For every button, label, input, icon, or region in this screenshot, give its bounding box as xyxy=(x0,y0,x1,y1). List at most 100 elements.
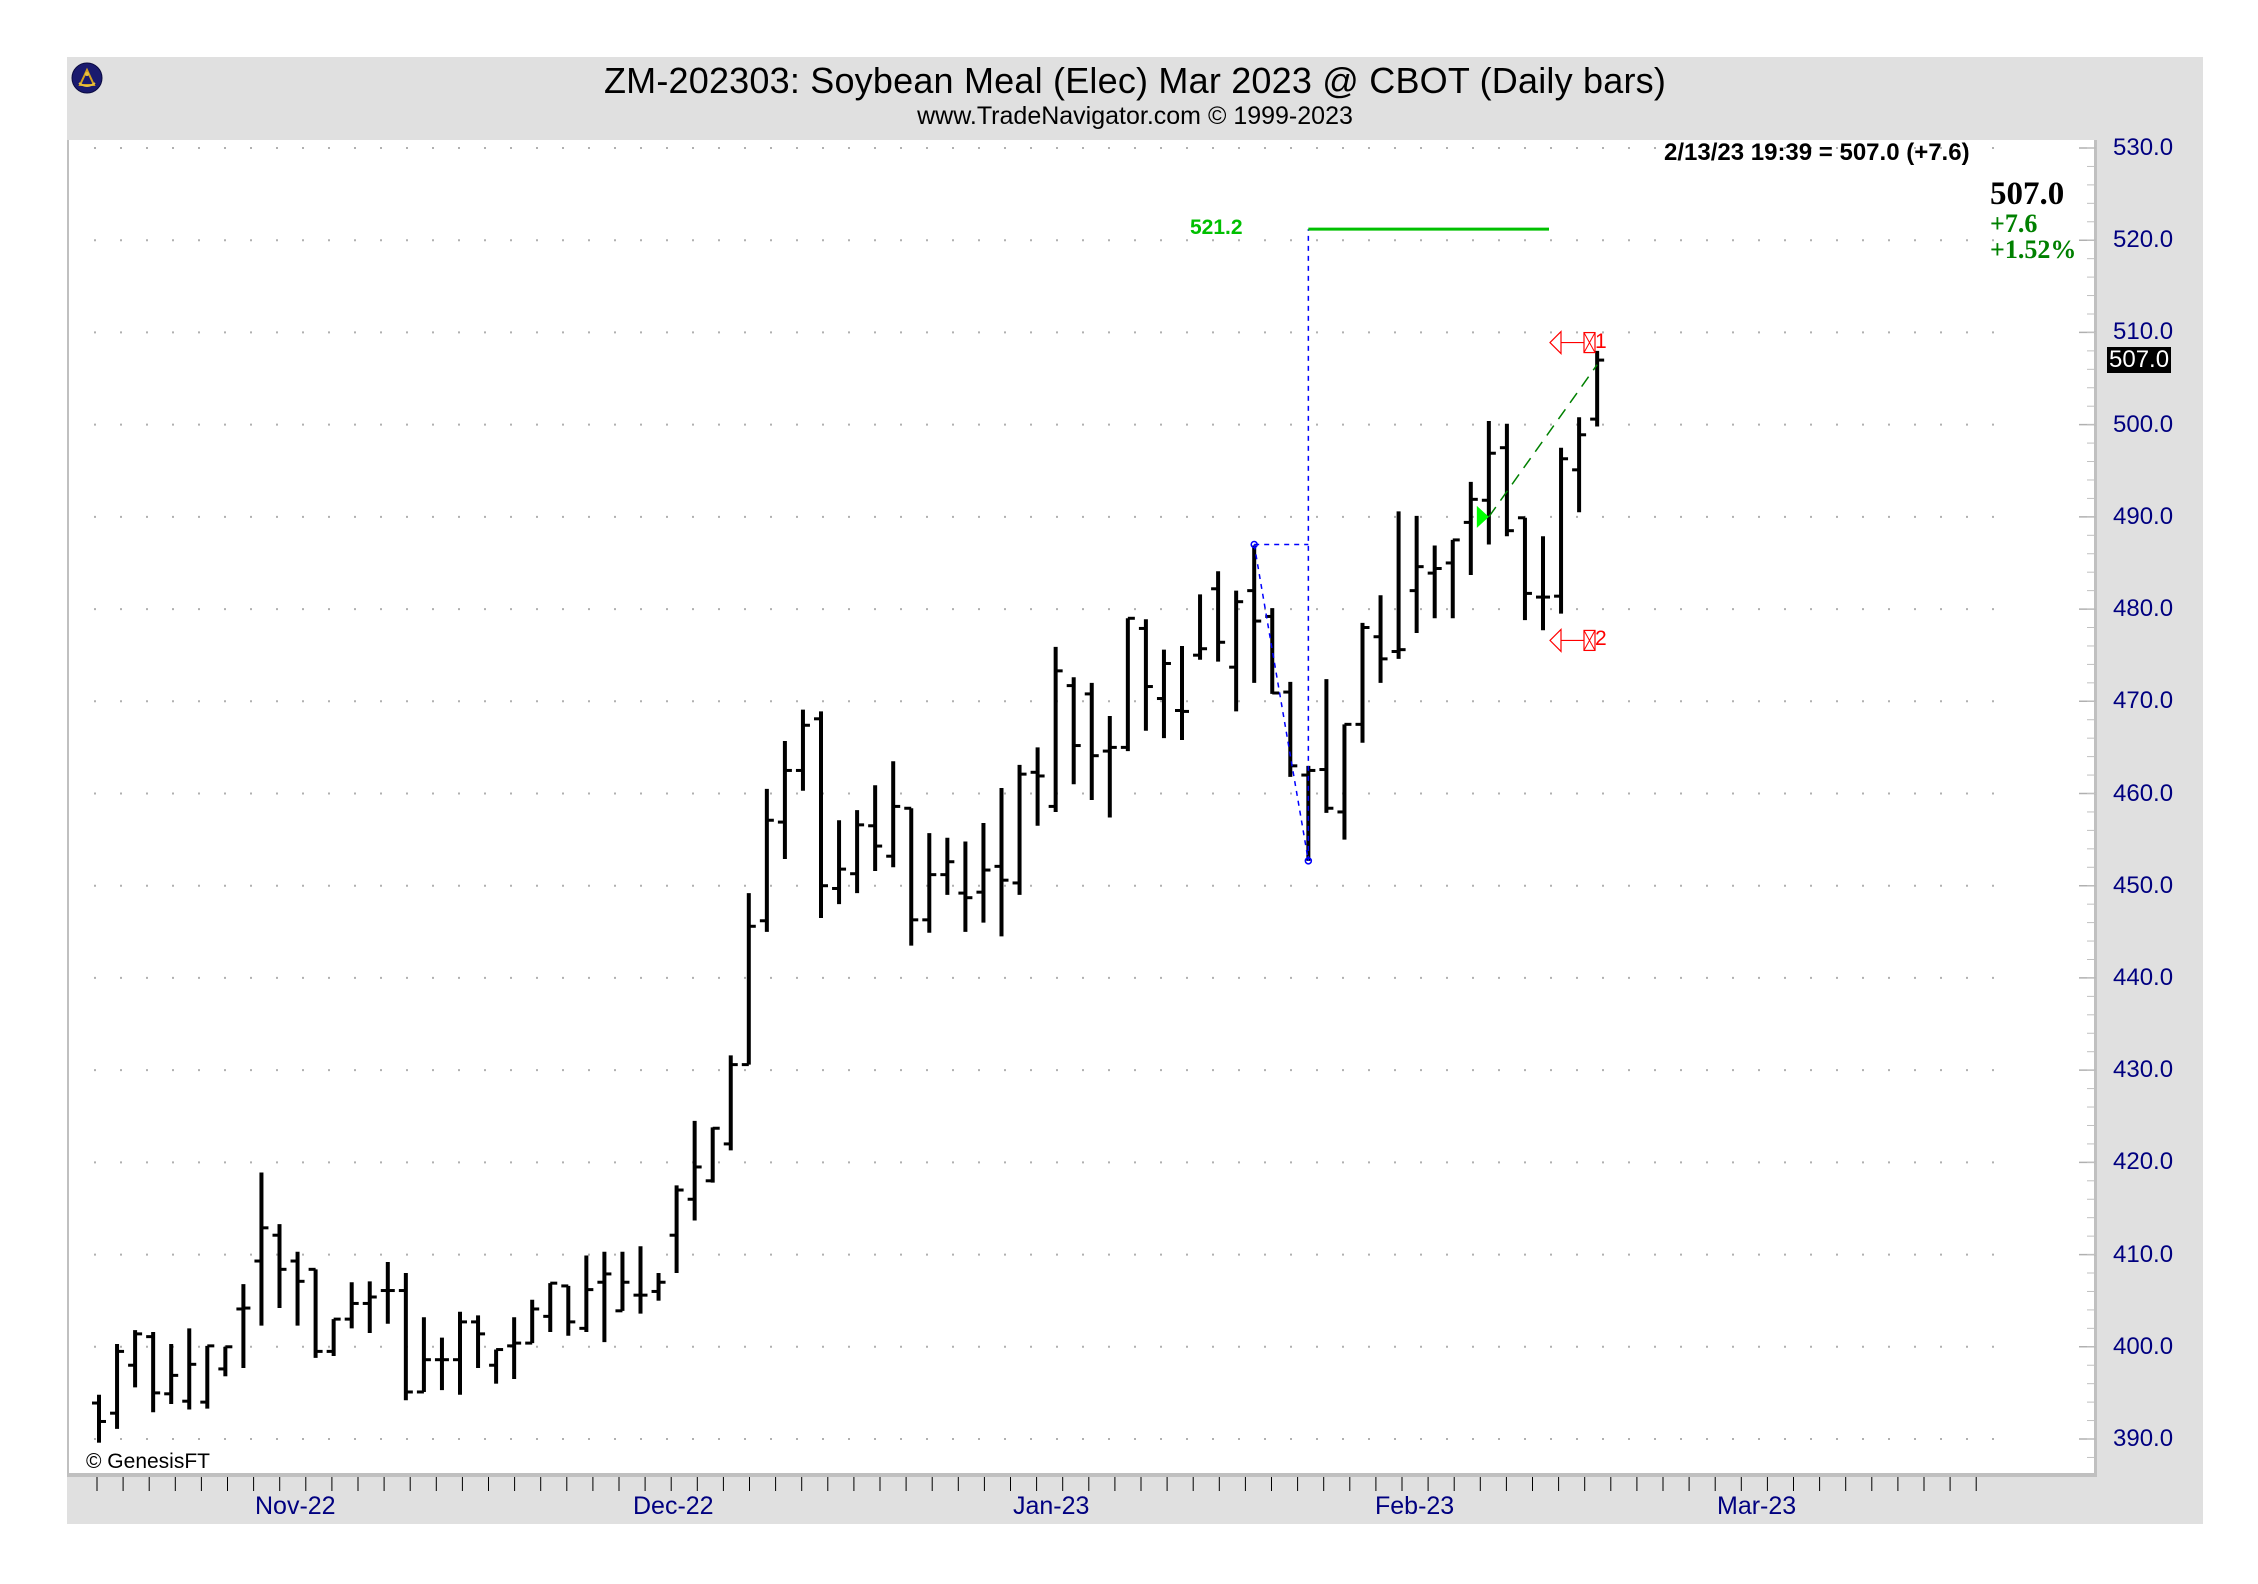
ohlc-bar xyxy=(1247,545,1262,683)
price-marker-icon xyxy=(1549,627,1596,653)
y-tick-label: 510.0 xyxy=(2113,318,2174,346)
ohlc-bar xyxy=(886,761,901,868)
ohlc-bar xyxy=(380,1261,395,1324)
y-tick-label: 500.0 xyxy=(2113,410,2174,438)
ohlc-bar xyxy=(687,1120,702,1221)
ohlc-bar xyxy=(741,893,756,1067)
ohlc-bar xyxy=(1066,677,1081,785)
ohlc-bar xyxy=(236,1284,251,1368)
ohlc-bar xyxy=(200,1344,215,1409)
ohlc-bar xyxy=(1211,571,1226,662)
ohlc-bar xyxy=(1463,481,1478,575)
ohlc-bar xyxy=(1193,594,1208,660)
ohlc-bar xyxy=(416,1317,431,1394)
ohlc-bar xyxy=(344,1282,359,1329)
ohlc-bar xyxy=(146,1332,161,1413)
ohlc-bar xyxy=(651,1273,666,1301)
y-tick-label: 450.0 xyxy=(2113,871,2174,899)
ohlc-bar xyxy=(669,1185,684,1274)
y-tick-label: 460.0 xyxy=(2113,779,2174,807)
ohlc-bar xyxy=(128,1330,143,1388)
ohlc-bar xyxy=(723,1055,738,1151)
ohlc-bar xyxy=(1283,681,1298,777)
ohlc-bar xyxy=(218,1345,233,1377)
ohlc-bar xyxy=(1481,420,1496,545)
price-marker-icon xyxy=(1549,330,1596,356)
ohlc-bar xyxy=(795,709,810,791)
ohlc-bar xyxy=(1102,716,1117,818)
ohlc-bar xyxy=(1084,682,1099,800)
ohlc-bar xyxy=(164,1344,179,1404)
ohlc-bar xyxy=(92,1394,106,1443)
ohlc-bar xyxy=(868,785,883,871)
ohlc-bar xyxy=(994,787,1009,937)
ohlc-bar xyxy=(434,1337,449,1391)
ohlc-bar xyxy=(850,810,865,894)
marker-1-label: 1 xyxy=(1595,329,1607,353)
chart-subtitle: www.TradeNavigator.com © 1999-2023 xyxy=(917,102,1353,130)
ohlc-bar xyxy=(1012,764,1027,895)
ohlc-bar xyxy=(1120,616,1135,752)
ohlc-bar xyxy=(254,1172,269,1326)
ohlc-bar xyxy=(1175,645,1189,741)
price-change: +7.6 xyxy=(1990,209,2038,238)
ohlc-bar xyxy=(326,1317,341,1357)
ohlc-bar xyxy=(1499,423,1514,537)
y-tick-label: 420.0 xyxy=(2113,1148,2174,1176)
ohlc-bar xyxy=(1355,622,1370,743)
ohlc-bar xyxy=(904,806,919,946)
x-axis-ticks xyxy=(96,1477,1977,1491)
y-tick-label: 400.0 xyxy=(2113,1332,2174,1360)
ohlc-bar xyxy=(489,1348,504,1384)
ohlc-bar xyxy=(922,833,937,933)
ohlc-bar xyxy=(633,1246,648,1314)
plot-area[interactable] xyxy=(67,140,2097,1477)
ohlc-bar xyxy=(1048,646,1063,812)
target-price-label: 521.2 xyxy=(1190,216,1243,240)
ohlc-bar xyxy=(398,1273,413,1401)
y-tick-label: 530.0 xyxy=(2113,134,2174,161)
ohlc-bar xyxy=(1156,649,1171,739)
ohlc-bar xyxy=(1572,417,1587,513)
ohlc-bar xyxy=(1445,538,1460,619)
ohlc-bar xyxy=(1373,595,1388,683)
y-tick-label: 490.0 xyxy=(2113,502,2174,530)
ohlc-bar xyxy=(1517,516,1532,621)
y-tick-label: 480.0 xyxy=(2113,595,2174,623)
ohlc-bar xyxy=(1030,747,1045,826)
last-price-tag: 507.0 xyxy=(2107,346,2172,374)
chart-title: ZM-202303: Soybean Meal (Elec) Mar 2023 … xyxy=(603,60,1667,101)
ohlc-bar xyxy=(1427,545,1442,619)
ohlc-bar xyxy=(525,1299,540,1345)
ohlc-bar xyxy=(759,788,774,932)
ohlc-bar xyxy=(182,1328,197,1410)
ohlc-bar xyxy=(958,841,973,932)
ohlc-bar xyxy=(362,1281,377,1333)
percent-change: +1.52% xyxy=(1990,235,2077,264)
ohlc-bar xyxy=(308,1267,323,1358)
ohlc-bar xyxy=(1337,722,1352,840)
x-tick-label: Dec-22 xyxy=(633,1492,714,1520)
quote-line: 2/13/23 19:39 = 507.0 (+7.6) xyxy=(1664,139,1970,166)
ohlc-bar xyxy=(615,1251,630,1313)
y-tick-label: 390.0 xyxy=(2113,1425,2174,1452)
y-tick-label: 470.0 xyxy=(2113,687,2174,715)
ohlc-bar xyxy=(471,1315,486,1368)
ohlc-bar xyxy=(832,820,847,905)
ohlc-bar xyxy=(597,1251,612,1343)
ohlc-chart xyxy=(92,147,2096,1458)
marker-2-label: 2 xyxy=(1595,627,1607,651)
ohlc-bar xyxy=(976,823,991,923)
buy-signal-triangle-icon xyxy=(1476,505,1489,528)
ohlc-bar xyxy=(1590,350,1605,427)
ohlc-bar xyxy=(705,1126,720,1183)
data-copyright: © GenesisFT xyxy=(86,1450,211,1473)
y-tick-label: 440.0 xyxy=(2113,963,2174,991)
ohlc-bar xyxy=(1138,619,1153,731)
ohlc-bar xyxy=(1554,447,1569,614)
ohlc-bar xyxy=(1319,679,1334,813)
ohlc-bar xyxy=(543,1281,558,1333)
ohlc-bar xyxy=(1229,590,1244,712)
x-tick-label: Mar-23 xyxy=(1717,1492,1797,1520)
ohlc-bar xyxy=(1265,608,1280,695)
